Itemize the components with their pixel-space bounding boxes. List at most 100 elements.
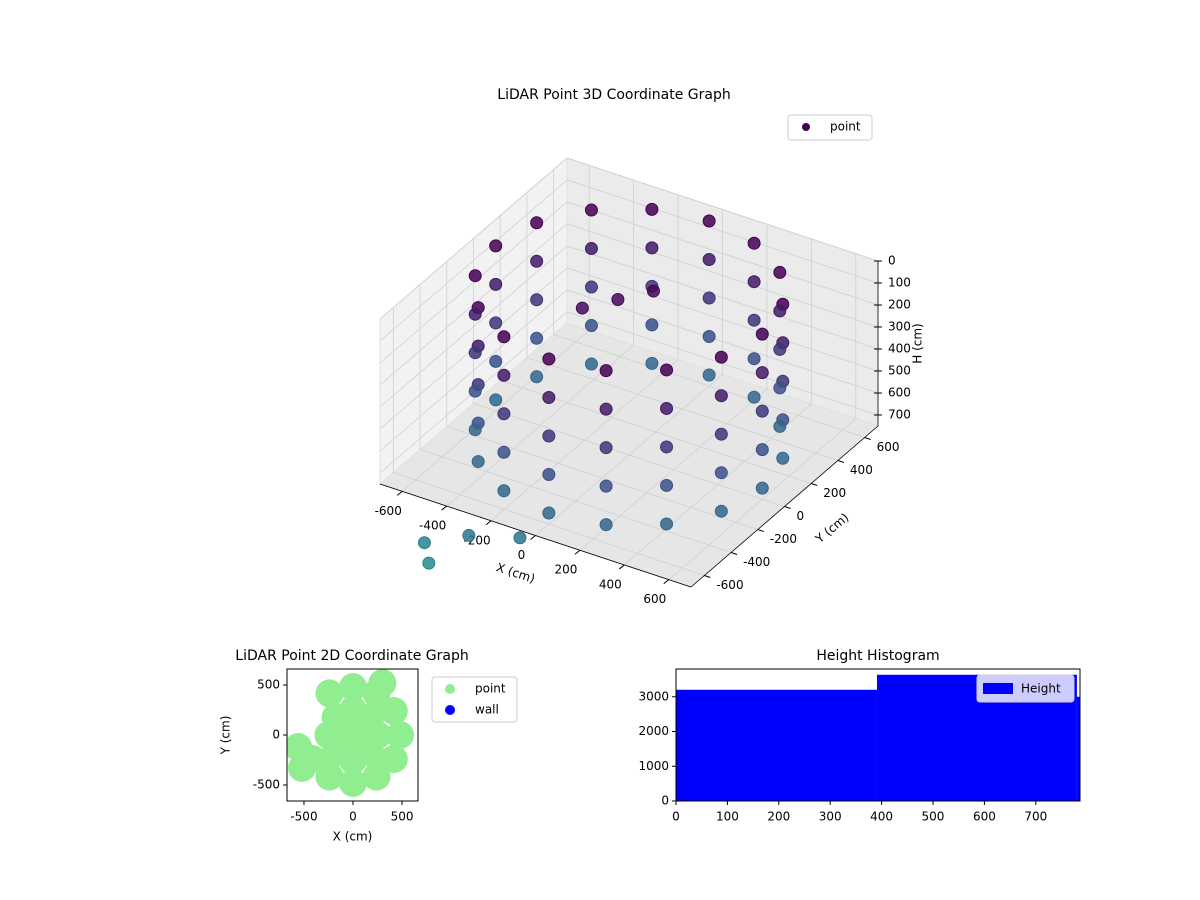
point bbox=[584, 203, 598, 217]
point bbox=[755, 404, 769, 418]
axes-frame bbox=[675, 668, 1081, 802]
grid-line bbox=[526, 357, 839, 461]
legend-marker bbox=[983, 683, 1013, 694]
chart-title: Height Histogram bbox=[816, 648, 939, 664]
grid-line bbox=[419, 449, 732, 553]
x-tick-label: 400 bbox=[599, 577, 622, 591]
legend-label: point bbox=[830, 120, 861, 134]
z-tick-label: 100 bbox=[888, 276, 911, 290]
x-tick-label: 500 bbox=[922, 810, 945, 824]
y-tick-label: -400 bbox=[743, 555, 770, 569]
tick-mark bbox=[663, 579, 670, 585]
grid-line bbox=[566, 157, 879, 262]
point bbox=[702, 330, 716, 343]
point bbox=[338, 673, 367, 701]
point bbox=[747, 352, 761, 366]
tick-mark bbox=[704, 575, 711, 578]
point bbox=[530, 293, 544, 307]
y-tick-label: 200 bbox=[823, 486, 846, 500]
point bbox=[468, 423, 482, 437]
point bbox=[755, 327, 769, 341]
point bbox=[497, 407, 511, 421]
x-tick-label: -500 bbox=[290, 810, 317, 824]
points bbox=[287, 669, 415, 797]
x-tick-label: 600 bbox=[643, 592, 666, 606]
bars bbox=[676, 674, 1080, 801]
point bbox=[714, 504, 728, 518]
point bbox=[584, 319, 598, 333]
point bbox=[338, 769, 367, 797]
point bbox=[599, 441, 613, 455]
tick-mark bbox=[396, 490, 403, 496]
point bbox=[645, 202, 659, 216]
point bbox=[646, 284, 660, 298]
grid-line bbox=[566, 201, 879, 306]
x-tick-label: -400 bbox=[419, 519, 446, 533]
x-tick-label: 200 bbox=[554, 563, 577, 577]
x-tick-label: 500 bbox=[391, 810, 414, 824]
point bbox=[599, 518, 613, 532]
legend: Height bbox=[976, 674, 1075, 703]
tick-mark bbox=[864, 437, 871, 440]
point bbox=[702, 253, 716, 266]
grid-line bbox=[379, 245, 568, 408]
point bbox=[773, 381, 787, 395]
y-tick-label: 600 bbox=[877, 440, 900, 454]
point bbox=[530, 216, 544, 230]
y-tick-label: 3000 bbox=[638, 689, 669, 703]
point bbox=[645, 318, 659, 332]
point bbox=[497, 484, 511, 498]
legend-label: wall bbox=[475, 703, 499, 717]
x-tick-label: 400 bbox=[870, 810, 893, 824]
point bbox=[287, 733, 313, 761]
point bbox=[530, 254, 544, 268]
point bbox=[468, 307, 482, 321]
point bbox=[755, 481, 769, 495]
point bbox=[379, 745, 408, 773]
point bbox=[645, 241, 659, 255]
point bbox=[747, 236, 761, 250]
z-tick-label: 500 bbox=[888, 364, 911, 378]
z-axis-label: H (cm) bbox=[911, 323, 925, 364]
point bbox=[714, 350, 728, 364]
point bbox=[542, 468, 556, 481]
grid-line bbox=[473, 403, 785, 507]
point bbox=[497, 330, 511, 344]
point bbox=[489, 354, 503, 368]
tick-mark bbox=[730, 552, 738, 555]
point bbox=[468, 269, 482, 283]
tick-mark bbox=[811, 483, 818, 486]
grid-line bbox=[566, 289, 879, 394]
x-tick-label: 100 bbox=[716, 810, 739, 824]
x-tick-label: -600 bbox=[375, 504, 402, 518]
y-tick-label: 2000 bbox=[638, 724, 669, 738]
y-tick-label: 1000 bbox=[638, 759, 669, 773]
chart-title: LiDAR Point 2D Coordinate Graph bbox=[235, 648, 468, 664]
legend-marker bbox=[445, 684, 455, 694]
legend-marker bbox=[802, 123, 810, 131]
x-tick-label: 300 bbox=[819, 810, 842, 824]
z-tick-label: 300 bbox=[888, 320, 911, 334]
point bbox=[542, 391, 556, 404]
y-tick-label: -600 bbox=[716, 578, 743, 592]
point bbox=[468, 346, 482, 360]
point bbox=[755, 366, 769, 380]
grid-line bbox=[379, 157, 568, 320]
point bbox=[702, 291, 716, 305]
point bbox=[714, 427, 728, 441]
tick-mark bbox=[757, 529, 764, 532]
grid-line bbox=[566, 179, 879, 284]
axis-line bbox=[379, 483, 692, 588]
point bbox=[489, 239, 503, 253]
point bbox=[315, 679, 344, 708]
point bbox=[702, 368, 716, 382]
point bbox=[338, 721, 367, 749]
z-tick-label: 0 bbox=[888, 254, 896, 268]
y-tick-label: -200 bbox=[770, 532, 797, 546]
point bbox=[584, 242, 598, 256]
point bbox=[356, 738, 385, 767]
point bbox=[773, 342, 787, 356]
legend-label: point bbox=[475, 682, 506, 696]
point bbox=[468, 384, 482, 398]
legend-box bbox=[976, 674, 1075, 703]
